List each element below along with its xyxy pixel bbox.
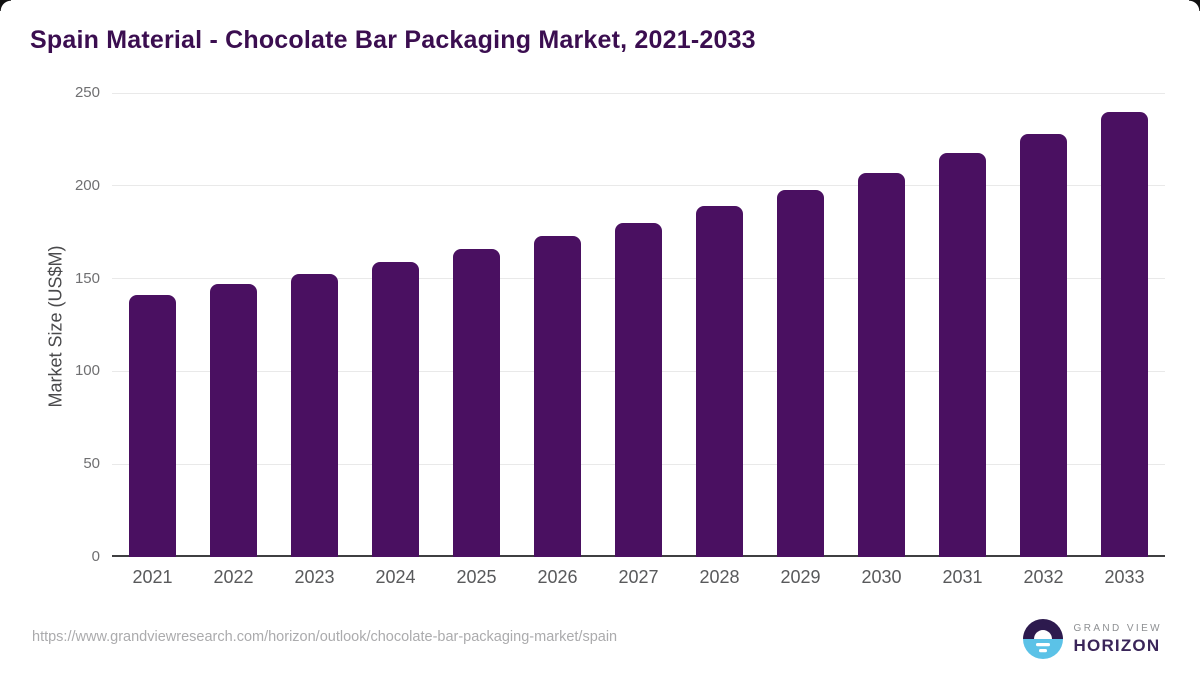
x-tick-label-2031: 2031 bbox=[942, 567, 983, 587]
bar-2021[interactable] bbox=[129, 294, 176, 557]
x-tick-label-2026: 2026 bbox=[537, 567, 578, 587]
bar-slot-2026 bbox=[517, 93, 598, 557]
x-tick-label-2029: 2029 bbox=[780, 567, 821, 587]
bar-2028[interactable] bbox=[696, 206, 743, 557]
x-tick-label-2027: 2027 bbox=[618, 567, 659, 587]
bar-slot-2025 bbox=[436, 93, 517, 557]
x-tick-label-2023: 2023 bbox=[294, 567, 335, 587]
x-tick-label-2032: 2032 bbox=[1023, 567, 1064, 587]
x-tick-label-2022: 2022 bbox=[213, 567, 254, 587]
bar-slot-2022 bbox=[193, 93, 274, 557]
gridline-200 bbox=[112, 185, 1165, 187]
x-tick-label-2025: 2025 bbox=[456, 567, 497, 587]
corner-artifact-top-left bbox=[0, 0, 11, 11]
x-tick-label-2028: 2028 bbox=[699, 567, 740, 587]
bar-2031[interactable] bbox=[939, 153, 986, 557]
bar-2032[interactable] bbox=[1020, 133, 1067, 557]
grandview-horizon-logo: GRAND VIEW HORIZON bbox=[1022, 618, 1162, 660]
chart-title: Spain Material - Chocolate Bar Packaging… bbox=[30, 26, 756, 54]
horizon-sun-icon bbox=[1022, 619, 1063, 659]
y-axis-tick-labels: 0 50 100 150 200 250 bbox=[52, 84, 100, 565]
x-tick-label-2033: 2033 bbox=[1104, 567, 1145, 587]
bar-slot-2030 bbox=[841, 93, 922, 557]
bar-slot-2021 bbox=[112, 93, 193, 557]
y-tick-label-200: 200 bbox=[74, 176, 100, 194]
gridline-250 bbox=[112, 92, 1165, 94]
bar-slot-2028 bbox=[679, 93, 760, 557]
y-tick-label-250: 250 bbox=[74, 84, 100, 101]
bar-slot-2032 bbox=[1003, 93, 1084, 557]
x-tick-label-2021: 2021 bbox=[132, 567, 173, 587]
bar-slot-2023 bbox=[274, 93, 355, 557]
bar-2024[interactable] bbox=[372, 262, 419, 557]
bar-2030[interactable] bbox=[858, 173, 905, 557]
x-tick-label-2024: 2024 bbox=[375, 567, 416, 587]
bar-2022[interactable] bbox=[210, 284, 257, 557]
bar-2026[interactable] bbox=[534, 236, 581, 557]
bar-slot-2027 bbox=[598, 93, 679, 557]
logo-grand-view-text: GRAND VIEW bbox=[1073, 622, 1162, 634]
bars-container bbox=[112, 93, 1165, 557]
bar-slot-2031 bbox=[922, 93, 1003, 557]
logo-horizon-text: HORIZON bbox=[1073, 635, 1161, 655]
y-tick-label-50: 50 bbox=[83, 455, 100, 473]
source-url: https://www.grandviewresearch.com/horizo… bbox=[32, 629, 618, 645]
corner-artifact-top-right bbox=[1189, 0, 1200, 11]
x-tick-label-2030: 2030 bbox=[861, 567, 902, 587]
bar-slot-2029 bbox=[760, 93, 841, 557]
y-tick-label-100: 100 bbox=[74, 362, 100, 380]
bar-slot-2024 bbox=[355, 93, 436, 557]
x-axis-tick-labels: 2021 2022 2023 2024 2025 2026 2027 2028 2029 2030… bbox=[112, 567, 1165, 588]
bar-2027[interactable] bbox=[615, 222, 662, 557]
y-tick-label-0: 0 bbox=[91, 548, 100, 565]
bar-2033[interactable] bbox=[1101, 112, 1148, 557]
bar-slot-2033 bbox=[1084, 93, 1165, 557]
bar-2029[interactable] bbox=[777, 190, 824, 557]
plot-area bbox=[112, 92, 1165, 557]
bar-2025[interactable] bbox=[453, 248, 500, 557]
logo-wordmark: GRAND VIEW HORIZON bbox=[1074, 623, 1162, 656]
bar-2023[interactable] bbox=[291, 274, 338, 557]
y-tick-label-150: 150 bbox=[74, 269, 100, 287]
